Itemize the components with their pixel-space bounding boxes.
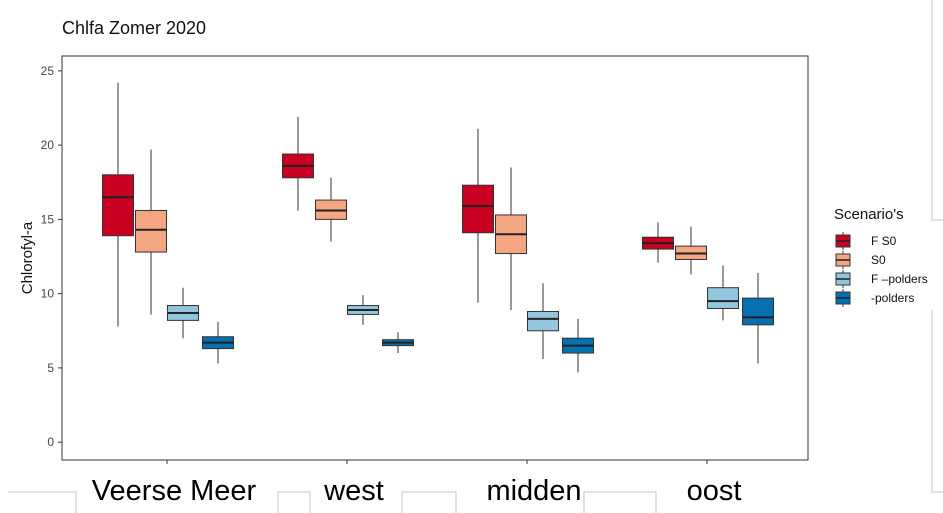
box-plot	[382, 332, 414, 354]
y-tick-label: 10	[41, 287, 55, 301]
decorative-frame-lines	[8, 0, 943, 513]
legend-item: S0	[835, 251, 886, 269]
box-plot	[527, 283, 559, 359]
x-category-label: west	[323, 475, 384, 507]
box-plot	[495, 167, 527, 310]
y-axis-label: Chlorofyl-a	[19, 221, 36, 294]
box-plot	[202, 321, 234, 364]
legend-item: F –polders	[835, 270, 928, 288]
x-axis-categories: Veerse Meer west midden oost	[92, 460, 742, 507]
x-category-label: midden	[486, 475, 581, 507]
legend-item: -polders	[835, 289, 914, 307]
legend: Scenario's F S0 S0 F –polders -polders	[834, 206, 928, 307]
y-tick-label: 0	[47, 435, 54, 449]
y-tick-label: 5	[47, 361, 54, 375]
box	[462, 184, 494, 234]
y-tick-label: 25	[41, 64, 55, 78]
box-plot	[562, 318, 594, 373]
box-plot	[642, 222, 674, 263]
legend-item: F S0	[835, 232, 897, 250]
box-plot	[282, 116, 314, 211]
box-plot	[742, 272, 774, 364]
legend-label: F S0	[871, 234, 897, 248]
x-category-label: Veerse Meer	[92, 475, 257, 507]
box-plot	[102, 82, 134, 327]
box-plot	[167, 287, 199, 339]
box-plot	[135, 149, 167, 315]
box	[527, 310, 559, 332]
y-tick-label: 15	[41, 212, 55, 226]
box-plot	[707, 265, 739, 321]
box	[742, 297, 774, 326]
legend-title: Scenario's	[834, 206, 904, 223]
legend-label: -polders	[871, 291, 914, 305]
box	[102, 174, 134, 237]
box	[135, 209, 167, 253]
chart-title: Chlfa Zomer 2020	[62, 18, 206, 38]
box-groups	[102, 82, 774, 373]
box-plot	[462, 128, 494, 303]
box	[707, 287, 739, 309]
legend-label: F –polders	[871, 272, 928, 286]
box-plot	[315, 177, 347, 242]
box-plot	[347, 295, 379, 325]
box-plot	[675, 226, 707, 275]
legend-label: S0	[871, 253, 886, 267]
y-axis: 0 5 10 15 20 25	[41, 64, 62, 449]
x-category-label: oost	[687, 475, 742, 507]
y-tick-label: 20	[41, 138, 55, 152]
